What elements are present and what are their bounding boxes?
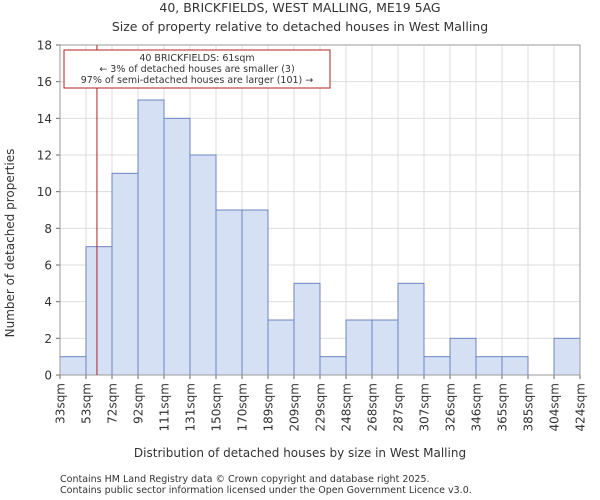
annotation-line-2: ← 3% of detached houses are smaller (3) [99, 64, 294, 75]
histogram-bar [111, 172, 139, 376]
histogram-bar [423, 356, 451, 376]
x-tick-label: 287sqm [392, 383, 406, 431]
x-tick-label: 229sqm [314, 383, 328, 431]
x-tick-label: 189sqm [262, 383, 276, 431]
annotation-box: 40 BRICKFIELDS: 61sqm ← 3% of detached h… [63, 49, 331, 89]
histogram-bar [449, 337, 477, 376]
y-tick-label: 14 [37, 112, 52, 126]
x-tick-label: 170sqm [236, 383, 250, 431]
x-tick-label: 150sqm [210, 383, 224, 431]
histogram-bar [475, 356, 503, 376]
y-tick-label: 8 [44, 222, 52, 236]
histogram-bar [215, 209, 243, 376]
y-tick-label: 2 [44, 332, 52, 346]
x-tick-label: 307sqm [418, 383, 432, 431]
x-tick-label: 53sqm [80, 383, 94, 424]
x-tick-label: 33sqm [54, 383, 68, 424]
y-tick-label: 4 [44, 295, 52, 309]
annotation-line-3: 97% of semi-detached houses are larger (… [81, 75, 314, 86]
histogram-bar [371, 319, 399, 376]
histogram-bar [267, 319, 295, 376]
histogram-bar [189, 154, 217, 376]
y-tick-label: 0 [44, 369, 52, 383]
plot-frame [59, 44, 581, 376]
histogram-bar [553, 337, 581, 376]
bars [59, 99, 581, 376]
histogram-bar [163, 117, 191, 376]
y-axis-label: Number of detached properties [3, 149, 17, 338]
histogram-bar [137, 99, 165, 376]
y-tick-label: 12 [37, 149, 52, 163]
x-tick-label: 131sqm [184, 383, 198, 431]
histogram-bar [293, 282, 321, 376]
x-axis-ticks: 33sqm 53sqm 72sqm 92sqm 111sqm 131sqm 150sqm 17… [54, 375, 588, 431]
x-tick-label: 209sqm [288, 383, 302, 431]
histogram-bar [59, 356, 87, 376]
y-axis-ticks: 0 2 4 6 8 10 12 14 16 18 [37, 39, 60, 383]
x-axis-label: Distribution of detached houses by size … [134, 446, 466, 460]
annotation-line-1: 40 BRICKFIELDS: 61sqm [139, 53, 254, 64]
x-tick-label: 404sqm [548, 383, 562, 431]
histogram-bar [241, 209, 269, 376]
y-tick-label: 18 [37, 39, 52, 53]
x-tick-label: 385sqm [522, 383, 536, 431]
histogram-bar [397, 282, 425, 376]
x-tick-label: 424sqm [574, 383, 588, 431]
x-tick-label: 111sqm [158, 383, 172, 431]
y-tick-label: 10 [37, 185, 52, 199]
x-tick-label: 248sqm [340, 383, 354, 431]
histogram-bar [345, 319, 373, 376]
chart-title: 40, BRICKFIELDS, WEST MALLING, ME19 5AG [159, 0, 440, 15]
annotation-frame [63, 49, 331, 89]
y-tick-label: 16 [37, 75, 52, 89]
x-tick-label: 268sqm [366, 383, 380, 431]
x-tick-label: 92sqm [132, 383, 146, 424]
x-tick-label: 326sqm [444, 383, 458, 431]
footer-line-1: Contains HM Land Registry data © Crown c… [60, 474, 430, 485]
histogram-bar [319, 356, 347, 376]
histogram-bar [501, 356, 529, 376]
y-tick-label: 6 [44, 259, 52, 273]
chart-subtitle: Size of property relative to detached ho… [112, 19, 488, 34]
x-tick-label: 365sqm [496, 383, 510, 431]
x-tick-label: 346sqm [470, 383, 484, 431]
histogram-bar [85, 246, 113, 376]
footer-line-2: Contains public sector information licen… [60, 485, 472, 496]
x-tick-label: 72sqm [106, 383, 120, 424]
